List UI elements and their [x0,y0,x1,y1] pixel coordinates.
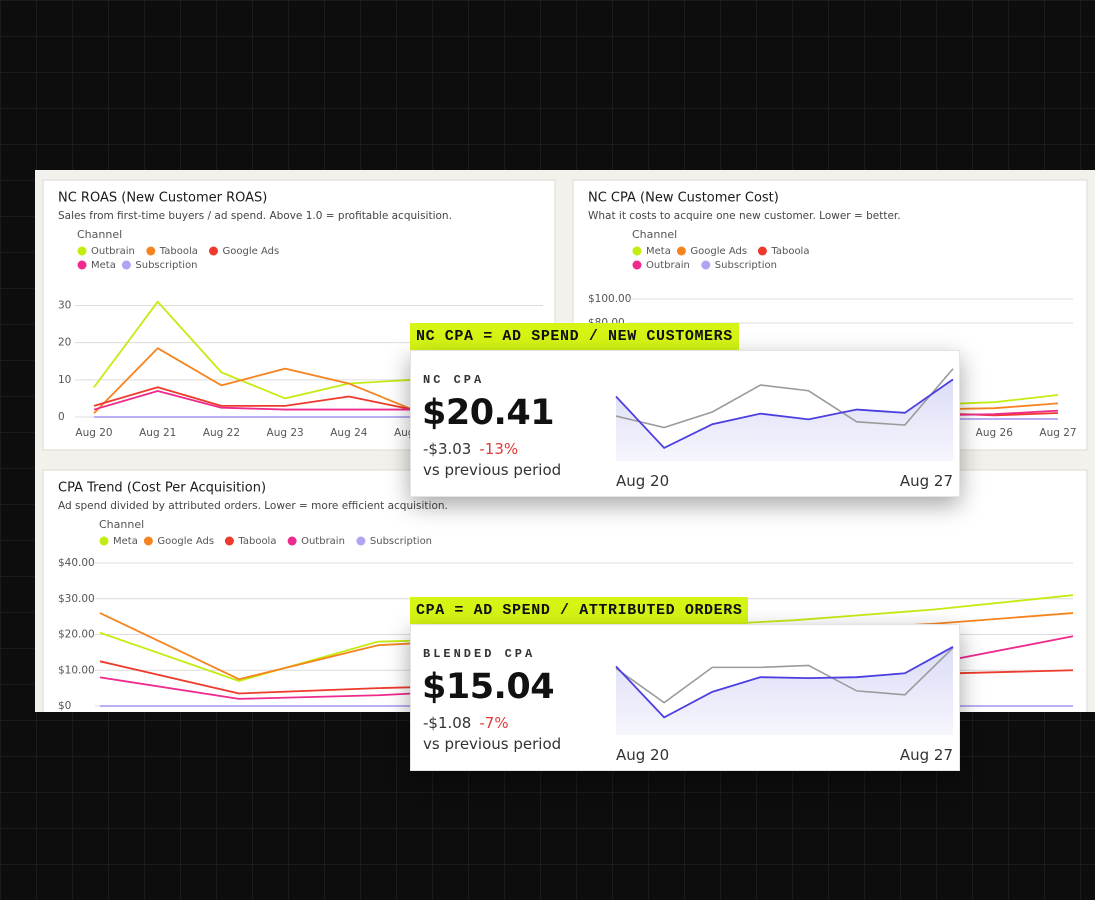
legend-swatch [77,260,87,270]
spark-area [616,646,953,735]
card-body: BLENDED CPA $15.04 -$1.08 -7% vs previous… [410,624,960,771]
x-tick-label: Aug 21 [139,427,176,439]
metric-change: -$3.03 -13% [423,440,518,458]
chart-title: NC CPA (New Customer Cost) [588,191,779,206]
spark-area [616,379,953,461]
legend-swatch [676,246,686,256]
spark-x-label: Aug 27 [899,472,953,490]
legend-swatch [99,536,109,546]
formula-banner: CPA = AD SPEND / ATTRIBUTED ORDERS [410,597,749,624]
legend-label: Google Ads [690,246,747,257]
legend-label: Subscription [715,260,777,271]
legend-label: Meta [646,246,671,257]
x-tick-label: Aug 26 [976,427,1014,439]
legend-label: Outbrain [91,246,135,257]
legend-label: Meta [113,536,138,547]
sparkline [615,368,954,461]
change-pct: -7% [479,714,509,732]
metric-label: BLENDED CPA [423,647,536,661]
legend-label: Google Ads [223,246,280,257]
y-tick-label: 30 [58,299,71,311]
legend-swatch [224,536,234,546]
change-amount: -$1.08 [423,714,472,732]
legend-swatch [121,260,131,270]
spark-previous [615,647,954,704]
legend-label: Taboola [237,536,276,547]
legend-title: Channel [632,228,677,241]
chart-title: CPA Trend (Cost Per Acquisition) [58,481,266,496]
legend-label: Outbrain [646,260,690,271]
legend-swatch [632,260,642,270]
chart-subtitle: Sales from first-time buyers / ad spend.… [58,210,452,222]
legend-label: Subscription [135,260,197,271]
spark-x-label: Aug 20 [616,472,670,490]
formula-banner: NC CPA = AD SPEND / NEW CUSTOMERS [410,323,739,350]
change-pct: -13% [479,440,519,458]
y-tick-label: 0 [58,411,65,423]
legend-swatch [77,246,87,256]
spark-x-label: Aug 27 [899,746,953,764]
y-tick-label: $20.00 [58,629,95,641]
chart-subtitle: Ad spend divided by attributed orders. L… [58,500,448,512]
y-tick-label: $10.00 [58,664,95,676]
legend-label: Google Ads [157,536,214,547]
legend-swatch [757,246,767,256]
comparison: vs previous period [423,461,562,479]
legend-swatch [632,246,642,256]
metric-value: $20.41 [422,393,555,433]
metric-change: -$1.08 -7% [423,714,509,732]
chart-subtitle: What it costs to acquire one new custome… [588,210,901,222]
y-tick-label: $40.00 [58,557,95,569]
spark-current [615,646,954,719]
legend-swatch [143,536,153,546]
metric-label: NC CPA [423,373,485,387]
legend-label: Taboola [159,246,198,257]
legend-label: Subscription [370,536,432,547]
comparison: vs previous period [423,735,562,753]
metric-card: NC CPA = AD SPEND / NEW CUSTOMERS NC CPA… [410,323,960,497]
legend-swatch [356,536,366,546]
x-tick-label: Aug 20 [75,427,112,439]
metric-card: CPA = AD SPEND / ATTRIBUTED ORDERS BLEND… [410,597,960,771]
spark-current [615,378,954,450]
spark-previous [615,368,954,429]
card-body: NC CPA $20.41 -$3.03 -13% vs previous per… [410,350,960,497]
spark-x-label: Aug 20 [616,746,670,764]
change-amount: -$3.03 [423,440,472,458]
legend-title: Channel [99,518,144,531]
sparkline [615,646,954,735]
legend-label: Meta [91,260,116,271]
x-tick-label: Aug 22 [203,427,240,439]
y-tick-label: $100.00 [588,293,631,305]
legend-swatch [209,246,218,256]
legend-label: Outbrain [301,536,345,547]
legend-title: Channel [77,228,122,241]
legend-label: Taboola [770,246,809,257]
metric-value: $15.04 [422,667,555,707]
y-tick-label: 10 [58,374,71,386]
x-tick-label: Aug 23 [267,427,304,439]
x-tick-label: Aug 24 [330,427,368,439]
legend-swatch [146,246,156,256]
legend-swatch [287,536,297,546]
chart-title: NC ROAS (New Customer ROAS) [58,191,267,206]
legend-swatch [701,260,711,270]
x-tick-label: Aug 27 [1039,427,1076,439]
y-tick-label: $30.00 [58,593,95,605]
y-tick-label: 20 [58,337,71,349]
y-tick-label: $0 [58,700,71,712]
